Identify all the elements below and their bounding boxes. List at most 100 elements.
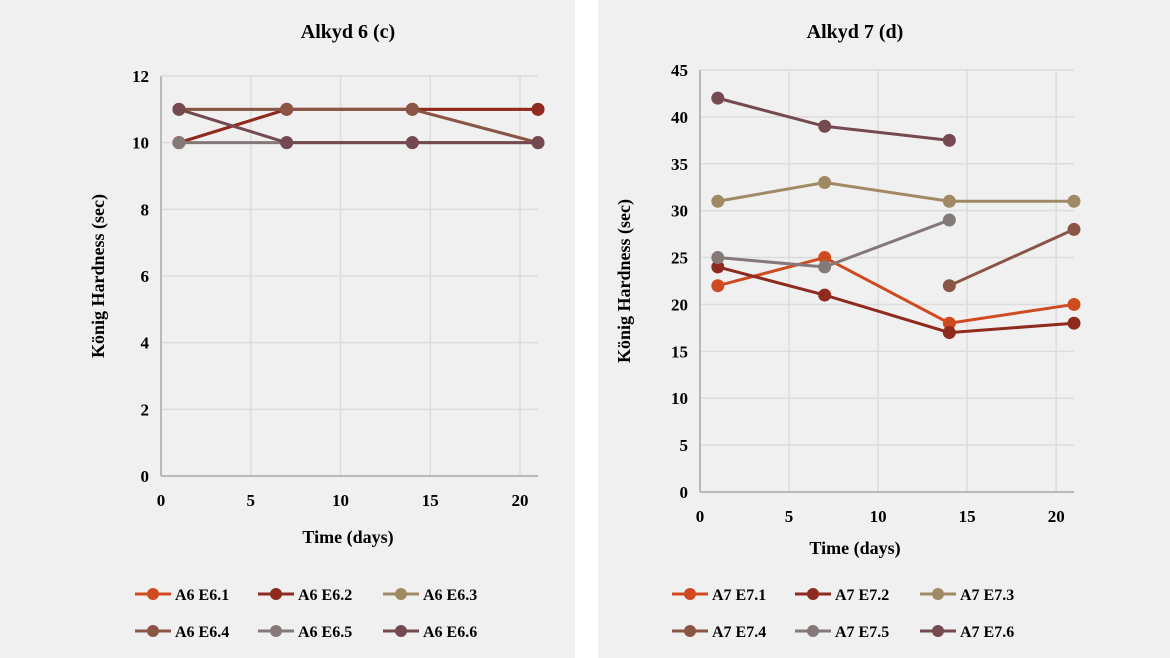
chart-1: Alkyd 7 (d) 0 5 10 15 20 25 30 35 40 45 0 5 10 15 20 Tim…: [614, 21, 1081, 641]
series-A7-E7-1: [711, 251, 1081, 330]
y-tick-label: 0: [141, 467, 150, 486]
chart-title: Alkyd 6 (c): [301, 21, 395, 43]
legend-item: A7 E7.2: [795, 587, 889, 604]
data-point: [405, 102, 419, 116]
legend-label: A7 E7.4: [712, 624, 766, 641]
data-point: [1067, 194, 1081, 208]
legend-item: A6 E6.6: [383, 624, 477, 641]
panel-right-bg: [598, 0, 1170, 658]
x-tick-label: 20: [512, 491, 529, 510]
x-tick-label: 15: [422, 491, 439, 510]
y-tick-label: 40: [671, 108, 688, 127]
series-A7-E7-2: [711, 260, 1081, 340]
series-line: [717, 181, 1074, 203]
legend-item: A6 E6.2: [258, 587, 352, 604]
series-A7-E7-4: [942, 222, 1081, 293]
legend-marker: [147, 625, 159, 637]
legend-label: A6 E6.6: [423, 624, 477, 641]
data-point: [818, 119, 832, 133]
data-point: [711, 251, 725, 265]
y-tick-label: 45: [671, 61, 688, 80]
data-point: [405, 136, 419, 150]
data-point: [280, 136, 294, 150]
data-point: [942, 279, 956, 293]
legend-marker: [684, 625, 696, 637]
x-axis-label: Time (days): [302, 527, 393, 548]
data-point: [942, 316, 956, 330]
legend-label: A6 E6.1: [175, 587, 229, 604]
legend-label: A7 E7.3: [960, 587, 1014, 604]
legend-marker: [932, 625, 944, 637]
data-point: [942, 194, 956, 208]
legend-marker: [932, 588, 944, 600]
y-tick-label: 6: [141, 267, 150, 286]
legend-label: A6 E6.5: [298, 624, 352, 641]
legend-item: A7 E7.3: [920, 587, 1014, 604]
legend-label: A7 E7.6: [960, 624, 1014, 641]
data-point: [942, 326, 956, 340]
legend-item: A6 E6.4: [135, 624, 229, 641]
legend-marker: [270, 588, 282, 600]
data-point: [818, 176, 832, 190]
series-A7-E7-3: [711, 176, 1081, 208]
x-axis-label: Time (days): [809, 538, 900, 559]
y-tick-label: 30: [671, 202, 688, 221]
y-axis-label: König Hardness (sec): [614, 199, 635, 363]
data-point: [818, 251, 832, 265]
data-point: [531, 102, 545, 116]
legend-marker: [807, 625, 819, 637]
legend-label: A6 E6.2: [298, 587, 352, 604]
x-tick-label: 0: [696, 507, 705, 526]
series-line: [178, 107, 539, 145]
legend-marker: [807, 588, 819, 600]
y-tick-label: 12: [132, 67, 149, 86]
legend-item: A6 E6.3: [383, 587, 477, 604]
legend-label: A6 E6.3: [423, 587, 477, 604]
chart-0: Alkyd 6 (c) 0 2 4 6 8 10 12 0 5 10 15 20 Time (days) K…: [88, 21, 545, 641]
series-A7-E7-6: [711, 91, 956, 147]
legend-label: A7 E7.1: [712, 587, 766, 604]
x-tick-label: 10: [332, 491, 349, 510]
series-A7-E7-5: [711, 213, 956, 274]
y-tick-label: 5: [680, 436, 689, 455]
panel-left-bg: [0, 0, 575, 658]
y-axis-label: König Hardness (sec): [88, 194, 109, 358]
y-tick-label: 10: [671, 389, 688, 408]
legend-marker: [395, 625, 407, 637]
data-point: [1067, 222, 1081, 236]
data-point: [711, 260, 725, 274]
legend-marker: [147, 588, 159, 600]
legend-label: A7 E7.5: [835, 624, 889, 641]
legend-marker: [270, 625, 282, 637]
data-point: [818, 288, 832, 302]
legend-label: A7 E7.2: [835, 587, 889, 604]
y-tick-label: 20: [671, 295, 688, 314]
legend-marker: [395, 588, 407, 600]
data-point: [172, 102, 186, 116]
legend-item: A6 E6.5: [258, 624, 352, 641]
x-tick-label: 15: [959, 507, 976, 526]
data-point: [280, 102, 294, 116]
x-tick-label: 5: [247, 491, 256, 510]
series-line: [178, 107, 538, 145]
x-tick-label: 5: [785, 507, 794, 526]
legend-item: A7 E7.4: [672, 624, 766, 641]
legend-item: A6 E6.1: [135, 587, 229, 604]
x-tick-label: 20: [1048, 507, 1065, 526]
x-tick-label: 10: [870, 507, 887, 526]
legend-item: A7 E7.1: [672, 587, 766, 604]
data-point: [1067, 297, 1081, 311]
y-tick-label: 0: [680, 483, 689, 502]
legend-marker: [684, 588, 696, 600]
data-point: [531, 136, 545, 150]
series-line: [717, 265, 1075, 335]
data-point: [711, 91, 725, 105]
y-tick-label: 25: [671, 249, 688, 268]
x-tick-label: 0: [157, 491, 166, 510]
data-point: [1067, 316, 1081, 330]
y-tick-label: 35: [671, 155, 688, 174]
data-point: [172, 136, 186, 150]
series-line: [948, 228, 1075, 288]
y-tick-label: 15: [671, 342, 688, 361]
